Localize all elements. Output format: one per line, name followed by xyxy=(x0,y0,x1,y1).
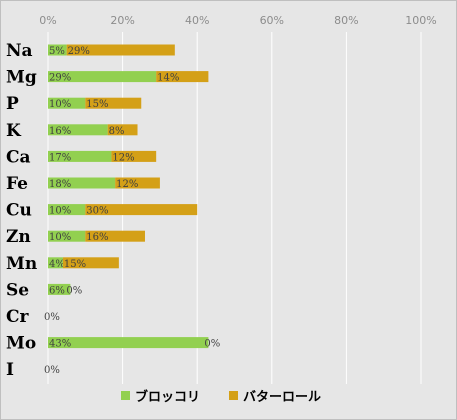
bar-butter-roll xyxy=(62,257,119,269)
bar-broccoli xyxy=(48,283,71,295)
data-label: 4% xyxy=(49,259,65,270)
category-label: Ca xyxy=(6,147,31,167)
x-tick-label: 40% xyxy=(185,14,209,27)
x-tick-label: 80% xyxy=(334,14,358,27)
data-label: 8% xyxy=(109,126,125,137)
x-tick-label: 60% xyxy=(260,14,284,27)
bar-broccoli xyxy=(48,124,108,136)
data-label: 17% xyxy=(49,152,71,163)
bar-butter-roll xyxy=(107,124,138,136)
legend-label-butter-roll: バターロール xyxy=(243,390,321,405)
data-label: 43% xyxy=(49,339,71,350)
data-label: 12% xyxy=(112,152,134,163)
bar-butter-roll xyxy=(85,204,198,216)
data-label: 30% xyxy=(86,206,108,217)
data-label: 0% xyxy=(44,312,60,323)
bar-broccoli xyxy=(48,97,86,109)
category-label: Mn xyxy=(6,254,37,274)
category-label: Se xyxy=(6,280,29,300)
bar-broccoli xyxy=(48,337,209,349)
bar-butter-roll xyxy=(85,97,142,109)
category-label: Zn xyxy=(6,227,31,247)
bar-broccoli xyxy=(48,177,116,189)
data-label: 0% xyxy=(66,285,82,296)
category-label: Cu xyxy=(6,201,32,221)
bar-butter-roll xyxy=(111,150,157,162)
bar-broccoli xyxy=(48,204,86,216)
bar-broccoli xyxy=(48,71,157,83)
category-label: Fe xyxy=(6,174,28,194)
bar-broccoli xyxy=(48,257,63,269)
data-label: 6% xyxy=(49,285,65,296)
category-label: Cr xyxy=(6,307,30,327)
data-label: 10% xyxy=(49,99,71,110)
bar-broccoli xyxy=(48,44,67,56)
x-tick-label: 0% xyxy=(39,14,56,27)
bar-broccoli xyxy=(48,230,86,242)
data-label: 14% xyxy=(157,73,179,84)
category-label: Na xyxy=(6,41,33,61)
data-label: 29% xyxy=(49,73,71,84)
bar-butter-roll xyxy=(156,71,209,83)
data-label: 15% xyxy=(64,259,86,270)
data-label: 18% xyxy=(49,179,71,190)
x-tick-label: 100% xyxy=(405,14,436,27)
bar-butter-roll xyxy=(85,230,145,242)
data-label: 10% xyxy=(49,232,71,243)
category-label: I xyxy=(6,360,14,380)
data-label: 16% xyxy=(86,232,108,243)
data-label: 5% xyxy=(49,46,65,57)
category-label: P xyxy=(6,94,19,114)
legend-swatch-butter-roll xyxy=(229,391,238,400)
category-label: Mg xyxy=(6,68,37,88)
x-tick-label: 20% xyxy=(110,14,134,27)
data-label: 29% xyxy=(68,46,90,57)
bar-butter-roll xyxy=(66,44,175,56)
data-label: 10% xyxy=(49,206,71,217)
legend-label-broccoli: ブロッコリ xyxy=(135,389,200,405)
bar-broccoli xyxy=(48,150,112,162)
category-label: Mo xyxy=(6,334,36,354)
data-label: 0% xyxy=(44,365,60,376)
legend-swatch-broccoli xyxy=(121,391,130,400)
category-label: K xyxy=(6,121,22,141)
data-label: 12% xyxy=(116,179,138,190)
data-label: 15% xyxy=(86,99,108,110)
data-label: 16% xyxy=(49,126,71,137)
data-label: 0% xyxy=(204,339,220,350)
bar-butter-roll xyxy=(115,177,160,189)
